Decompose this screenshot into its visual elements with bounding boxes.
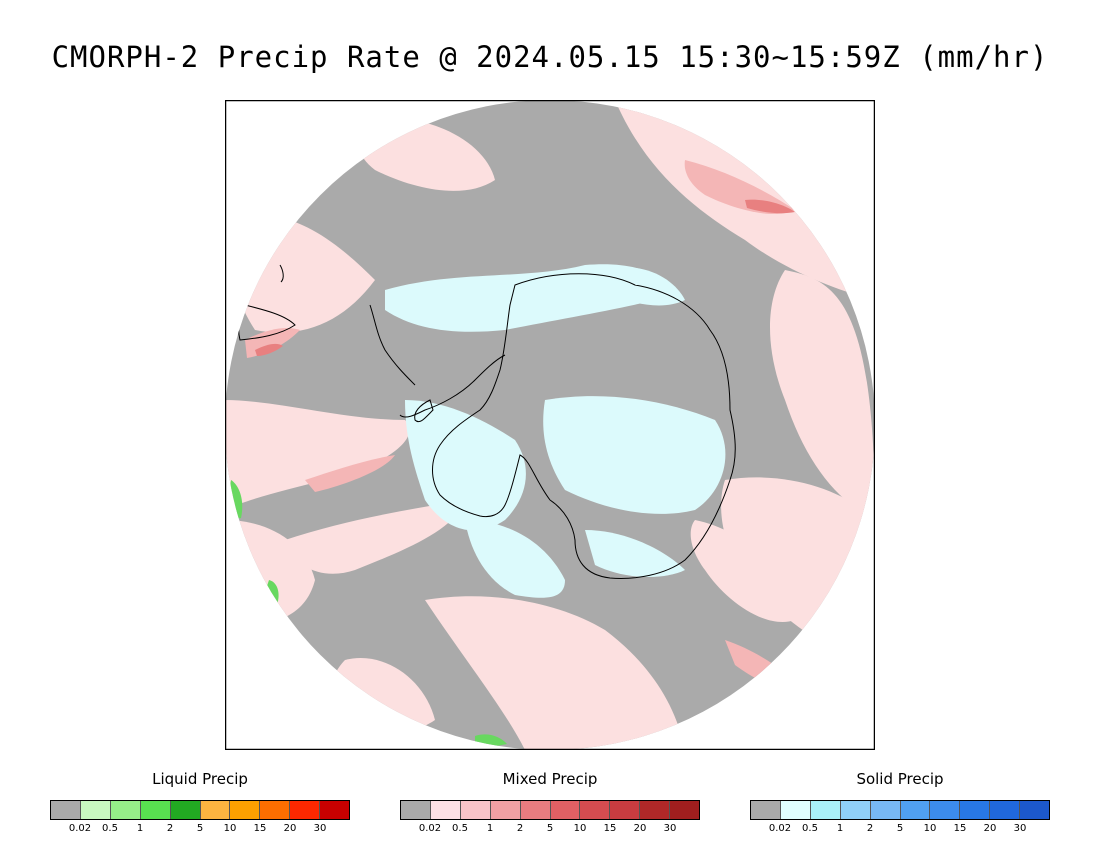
legend-swatch (170, 801, 201, 819)
legend-liquid-ticks: 0.02 0.5 1 2 5 10 15 20 30 (50, 823, 350, 837)
legend-tick-label: 20 (283, 823, 297, 834)
legend-tick-label: 1 (136, 823, 144, 834)
legend-tick-label: 0.02 (418, 823, 442, 834)
legend-swatch (550, 801, 581, 819)
legend-swatch (430, 801, 461, 819)
legend-swatch (200, 801, 231, 819)
legend-swatch (51, 801, 81, 819)
legend-swatch (640, 801, 671, 819)
legend-swatch (140, 801, 171, 819)
legend-swatch (260, 801, 291, 819)
legend-tick-label: 2 (516, 823, 524, 834)
legend-swatch (290, 801, 321, 819)
legend-tick-label: 10 (223, 823, 237, 834)
legend-mixed: Mixed Precip 0.02 0.5 1 2 5 10 15 20 30 (400, 770, 700, 840)
legend-swatch (960, 801, 991, 819)
legend-swatch (751, 801, 781, 819)
legend-swatch (670, 801, 700, 819)
legend-mixed-title: Mixed Precip (502, 770, 598, 788)
legend-swatch (990, 801, 1021, 819)
legend-tick-label: 5 (196, 823, 204, 834)
legend-tick-label: 30 (663, 823, 677, 834)
legend-tick-label: 20 (983, 823, 997, 834)
legend-tick-label: 15 (603, 823, 617, 834)
legend-tick-label: 10 (573, 823, 587, 834)
legend-tick-label: 0.02 (768, 823, 792, 834)
legend-tick-label: 1 (836, 823, 844, 834)
legend-tick-label: 0.5 (452, 823, 468, 834)
legend-swatch (810, 801, 841, 819)
legend-swatch (230, 801, 261, 819)
legend-tick-label: 15 (953, 823, 967, 834)
legend-swatch (780, 801, 811, 819)
legend-tick-label: 30 (313, 823, 327, 834)
legend-swatch (401, 801, 431, 819)
legend-tick-label: 2 (866, 823, 874, 834)
legend-swatch (490, 801, 521, 819)
legend-tick-label: 0.5 (102, 823, 118, 834)
map-border (225, 100, 875, 750)
precip-field (225, 100, 875, 750)
legend-tick-label: 15 (253, 823, 267, 834)
legend-tick-label: 0.02 (68, 823, 92, 834)
legend-swatch (1020, 801, 1050, 819)
legend-liquid-title: Liquid Precip (152, 770, 248, 788)
legend-swatch (930, 801, 961, 819)
legend-tick-label: 5 (896, 823, 904, 834)
legend-solid-title: Solid Precip (856, 770, 944, 788)
map-title: CMORPH-2 Precip Rate @ 2024.05.15 15:30~… (51, 40, 1049, 74)
legend-tick-label: 5 (546, 823, 554, 834)
legend-tick-label: 30 (1013, 823, 1027, 834)
legend-swatch (840, 801, 871, 819)
legend-swatch (520, 801, 551, 819)
legend-mixed-colorbar (400, 800, 700, 820)
legend-swatch (80, 801, 111, 819)
legend-tick-label: 1 (486, 823, 494, 834)
legend-swatch (580, 801, 611, 819)
legend-tick-label: 2 (166, 823, 174, 834)
solid-precip-light-areas (385, 264, 726, 598)
legend-liquid-colorbar (50, 800, 350, 820)
legend-swatch (460, 801, 491, 819)
legend-tick-label: 0.5 (802, 823, 818, 834)
legend-swatch (320, 801, 350, 819)
legend-tick-label: 20 (633, 823, 647, 834)
legend-liquid: Liquid Precip 0.02 0.5 1 2 5 10 15 20 30 (50, 770, 350, 840)
legend-solid-colorbar (750, 800, 1050, 820)
legend-solid: Solid Precip 0.02 0.5 1 2 5 10 15 20 30 (750, 770, 1050, 840)
legend-tick-label: 10 (923, 823, 937, 834)
legend-solid-ticks: 0.02 0.5 1 2 5 10 15 20 30 (750, 823, 1050, 837)
legend-swatch (610, 801, 641, 819)
legend-mixed-ticks: 0.02 0.5 1 2 5 10 15 20 30 (400, 823, 700, 837)
legend-swatch (900, 801, 931, 819)
legend-swatch (110, 801, 141, 819)
mixed-precip-heavy-areas (255, 199, 795, 356)
precip-map (225, 100, 875, 750)
legend-swatch (870, 801, 901, 819)
